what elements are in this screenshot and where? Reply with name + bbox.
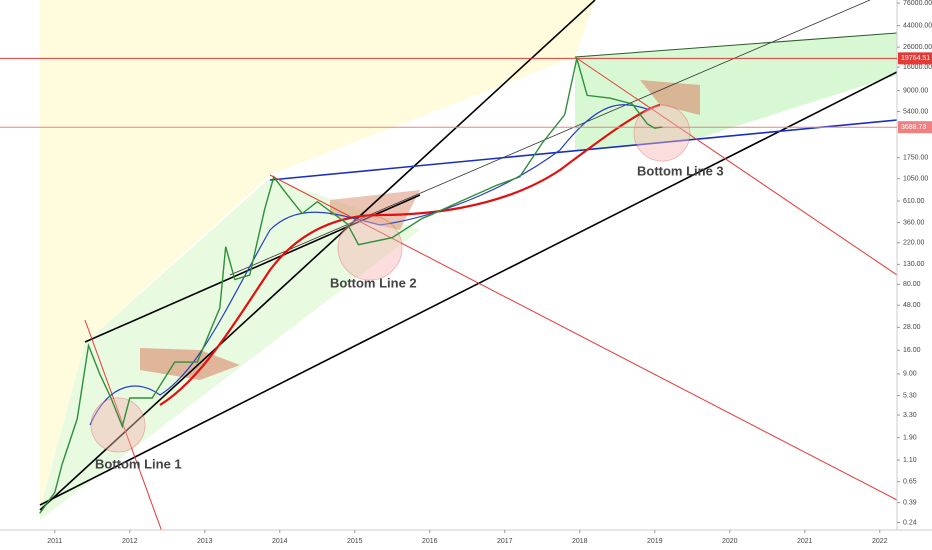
green-zone: [40, 178, 420, 520]
y-tick-label: 1750.00: [903, 155, 928, 162]
trend-line: [84, 194, 421, 343]
bottom-circle: [337, 215, 403, 281]
y-tick-label: 3.30: [903, 412, 917, 419]
x-tick-label: 2015: [347, 538, 363, 545]
x-tick-label: 2018: [572, 538, 588, 545]
y-tick-label: 1050.00: [903, 176, 928, 183]
price-label: 19764.51: [901, 55, 930, 62]
x-tick-label: 2013: [197, 538, 213, 545]
y-tick-label: 130.00: [903, 261, 925, 268]
trend-line: [39, 0, 596, 511]
x-tick-label: 2011: [47, 538, 62, 545]
x-tick-label: 2021: [797, 538, 813, 545]
y-tick-label: 76000.00: [903, 0, 932, 7]
y-tick-label: 16000.00: [903, 64, 932, 71]
moving-average: [159, 103, 661, 406]
y-tick-label: 0.24: [903, 519, 917, 526]
x-tick-label: 2020: [722, 538, 738, 545]
price-label: 3688.73: [901, 124, 926, 131]
annotation: Bottom Line 2: [330, 275, 417, 290]
y-tick-label: 0.39: [903, 499, 917, 506]
y-tick-label: 44000.00: [903, 22, 932, 29]
bottom-circle: [633, 104, 691, 162]
y-tick-label: 9.00: [903, 371, 917, 378]
y-tick-label: 16.00: [903, 347, 921, 354]
cloud: [640, 80, 700, 115]
price-label-box: [898, 52, 932, 65]
bottom-circle: [90, 397, 146, 453]
y-tick-label: 26000.00: [903, 44, 932, 51]
blue-line: [269, 119, 897, 181]
top-line: [574, 32, 897, 58]
y-tick-label: 220.00: [903, 240, 925, 247]
green-band: [575, 33, 897, 150]
x-tick-label: 2017: [497, 538, 513, 545]
cloud: [330, 190, 420, 230]
y-tick-label: 80.00: [903, 281, 921, 288]
moving-average: [89, 104, 651, 426]
y-tick-label: 1.10: [903, 457, 917, 464]
bottom-line: [39, 71, 897, 506]
annotation: Bottom Line 3: [637, 163, 724, 178]
red-line: [574, 56, 897, 276]
y-tick-label: 9000.00: [903, 87, 928, 94]
y-tick-label: 28.00: [903, 324, 921, 331]
y-tick-label: 48.00: [903, 302, 921, 309]
y-tick-label: 360.00: [903, 219, 925, 226]
red-line: [269, 174, 897, 501]
x-tick-label: 2014: [272, 538, 288, 545]
y-tick-label: 0.65: [903, 479, 917, 486]
cloud: [140, 348, 240, 380]
red-line: [84, 319, 162, 530]
y-tick-label: 5400.00: [903, 108, 928, 115]
x-tick-label: 2012: [122, 538, 138, 545]
x-tick-label: 2019: [647, 538, 663, 545]
x-tick-label: 2022: [872, 538, 888, 545]
y-tick-label: 1.90: [903, 435, 917, 442]
y-tick-label: 610.00: [903, 198, 925, 205]
price-line-series: [39, 58, 663, 514]
annotation: Bottom Line 1: [95, 456, 182, 471]
trend-line: [229, 0, 871, 276]
x-tick-label: 2016: [422, 538, 438, 545]
price-label-box: [898, 121, 932, 134]
y-tick-label: 5.30: [903, 392, 917, 399]
